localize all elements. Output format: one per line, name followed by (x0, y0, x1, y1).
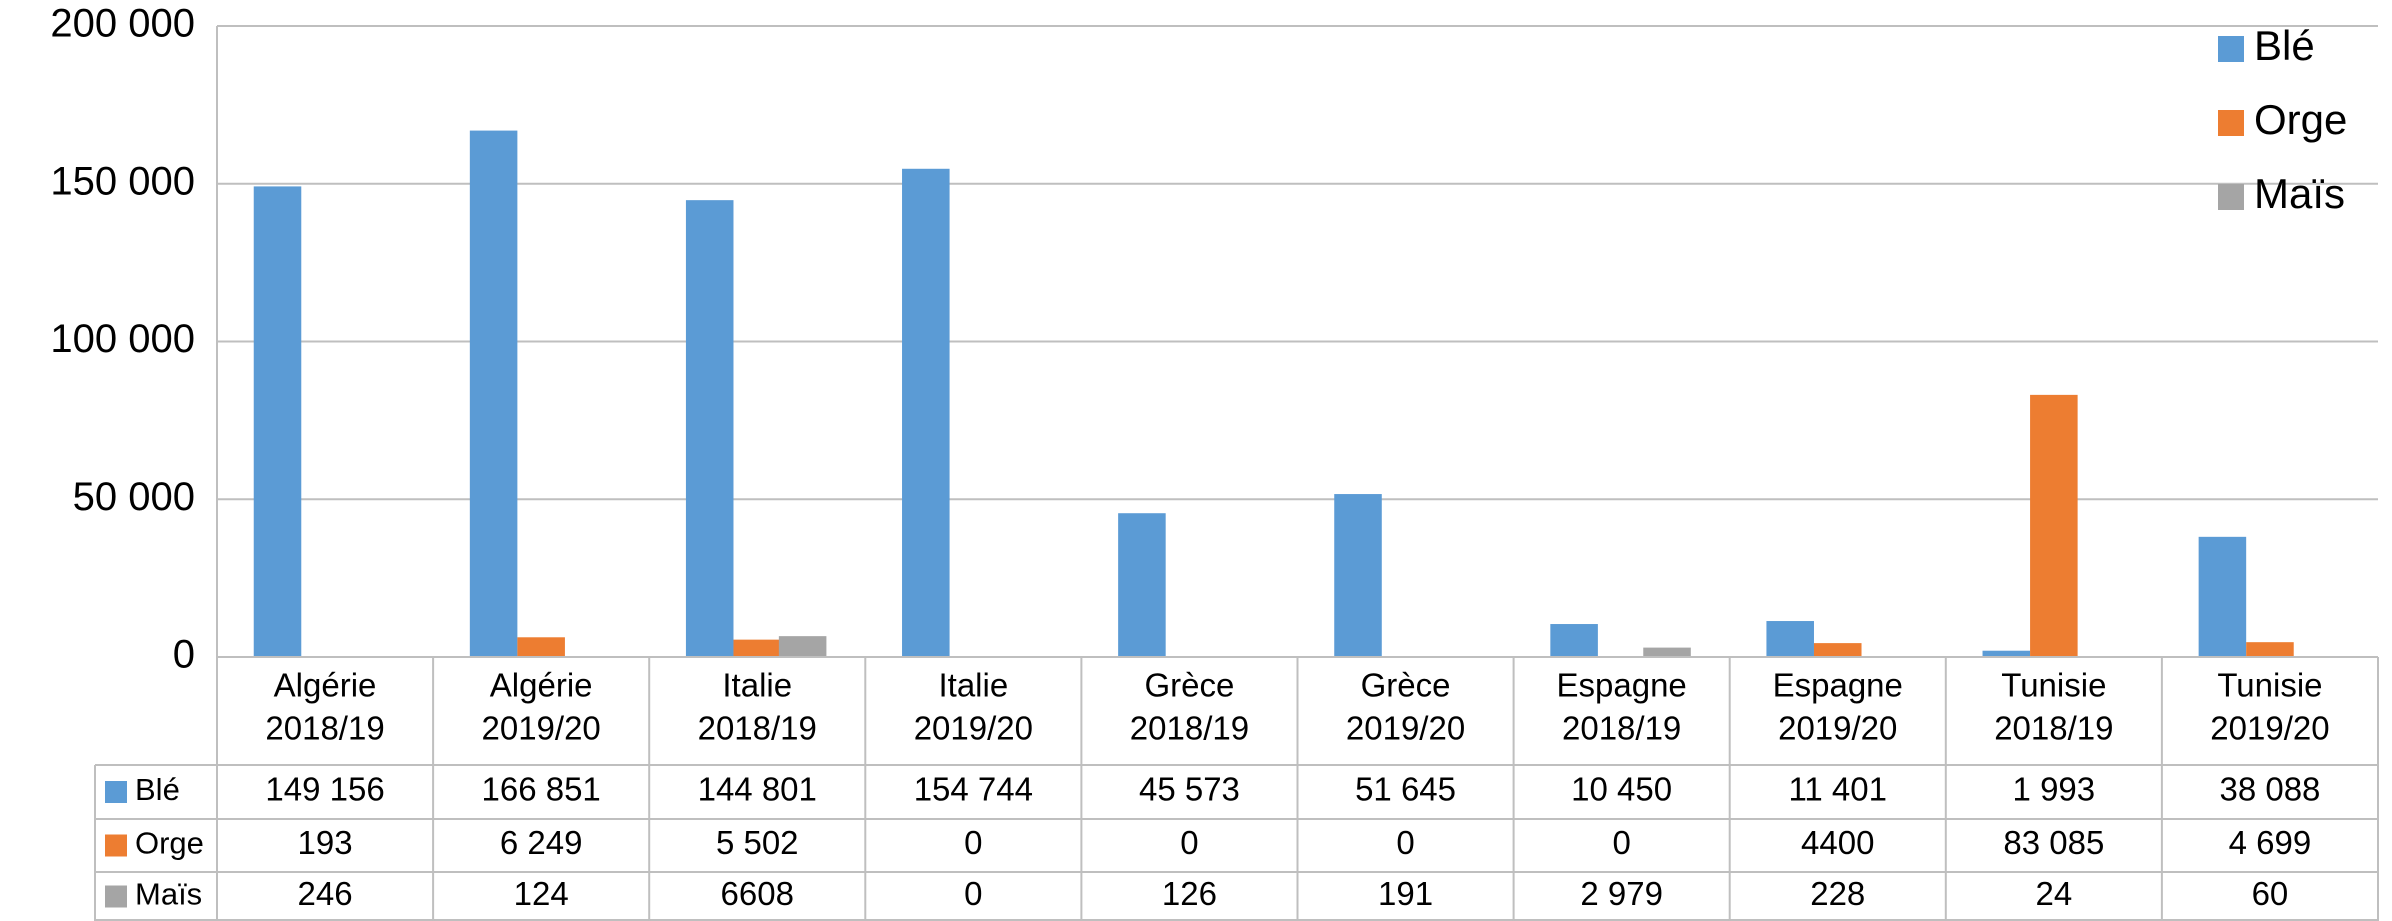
bar (1982, 650, 2031, 657)
table-cell: 0 (964, 875, 982, 912)
table-cell: 0 (1180, 824, 1198, 861)
bar (253, 186, 302, 657)
x-tick-label: 2019/20 (1778, 710, 1897, 747)
x-tick-label: Algérie (274, 667, 377, 704)
x-tick-label: 2019/20 (914, 710, 1033, 747)
y-tick-label: 100 000 (50, 317, 195, 361)
legend-key (2218, 36, 2244, 62)
x-tick-label: Italie (722, 667, 792, 704)
table-cell: 2 979 (1580, 875, 1663, 912)
table-cell: 11 401 (1789, 771, 1887, 808)
table-row-label: Blé (135, 772, 180, 807)
table-cell: 0 (1396, 824, 1414, 861)
legend-label: Orge (2254, 96, 2347, 143)
table-cell: 6608 (721, 875, 794, 912)
x-tick-label: Algérie (490, 667, 593, 704)
x-tick-label: 2018/19 (265, 710, 384, 747)
x-tick-label: 2018/19 (1562, 710, 1681, 747)
legend-label: Maïs (2254, 170, 2345, 217)
bar (1334, 494, 1382, 657)
bar (685, 200, 734, 658)
table-cell: 0 (1612, 824, 1630, 861)
table-legend-key (105, 834, 127, 857)
table-cell: 6 249 (500, 824, 583, 861)
bar (2246, 642, 2294, 657)
x-tick-label: 2018/19 (1994, 710, 2113, 747)
table-legend-key (105, 885, 127, 908)
table-row-label: Maïs (135, 877, 202, 912)
table-cell: 193 (298, 824, 353, 861)
y-tick-label: 200 000 (50, 2, 195, 46)
bar (1550, 624, 1598, 657)
bar (1643, 647, 1691, 657)
x-tick-label: Grèce (1361, 667, 1451, 704)
bar (2030, 394, 2078, 657)
table-row-label: Orge (135, 826, 204, 861)
table-cell: 4400 (1801, 824, 1874, 861)
x-tick-label: Tunisie (2001, 667, 2106, 704)
x-tick-label: Italie (938, 667, 1008, 704)
bar (1118, 513, 1166, 657)
table-cell: 191 (1378, 875, 1433, 912)
table-legend-key (105, 781, 127, 803)
bar (733, 639, 782, 657)
table-cell: 4 699 (2229, 824, 2312, 861)
x-tick-label: 2018/19 (1130, 710, 1249, 747)
table-cell: 124 (514, 875, 569, 912)
table-cell: 228 (1810, 875, 1865, 912)
table-cell: 144 801 (698, 771, 817, 808)
table-cell: 0 (964, 824, 982, 861)
legend-key (2218, 110, 2244, 136)
x-tick-label: 2019/20 (1346, 710, 1465, 747)
table-cell: 45 573 (1139, 771, 1240, 808)
y-tick-label: 50 000 (73, 475, 195, 519)
table-cell: 126 (1162, 875, 1217, 912)
x-tick-label: 2019/20 (482, 710, 601, 747)
bar (778, 636, 827, 657)
y-tick-label: 150 000 (50, 159, 195, 203)
table-cell: 24 (2035, 875, 2072, 912)
table-cell: 166 851 (482, 771, 601, 808)
table-cell: 38 088 (2219, 771, 2320, 808)
x-tick-label: Grèce (1145, 667, 1235, 704)
table-cell: 154 744 (914, 771, 1033, 808)
table-cell: 246 (298, 875, 353, 912)
table-cell: 10 450 (1571, 771, 1672, 808)
table-cell: 60 (2252, 875, 2289, 912)
table-cell: 149 156 (265, 771, 384, 808)
bar (902, 168, 950, 657)
bar (517, 637, 565, 657)
bar (2198, 536, 2247, 657)
x-tick-label: Espagne (1773, 667, 1903, 704)
y-tick-label: 0 (173, 633, 195, 677)
bar (469, 130, 518, 658)
table-cell: 83 085 (2003, 824, 2104, 861)
x-tick-label: Tunisie (2217, 667, 2322, 704)
x-tick-label: 2018/19 (698, 710, 817, 747)
x-tick-label: Espagne (1557, 667, 1687, 704)
x-tick-label: 2019/20 (2210, 710, 2329, 747)
bar (1766, 621, 1814, 657)
legend-label: Blé (2254, 22, 2315, 69)
table-cell: 51 645 (1355, 771, 1456, 808)
table-cell: 1 993 (2013, 771, 2096, 808)
legend-key (2218, 184, 2244, 210)
table-cell: 5 502 (716, 824, 799, 861)
bar (1813, 643, 1862, 657)
